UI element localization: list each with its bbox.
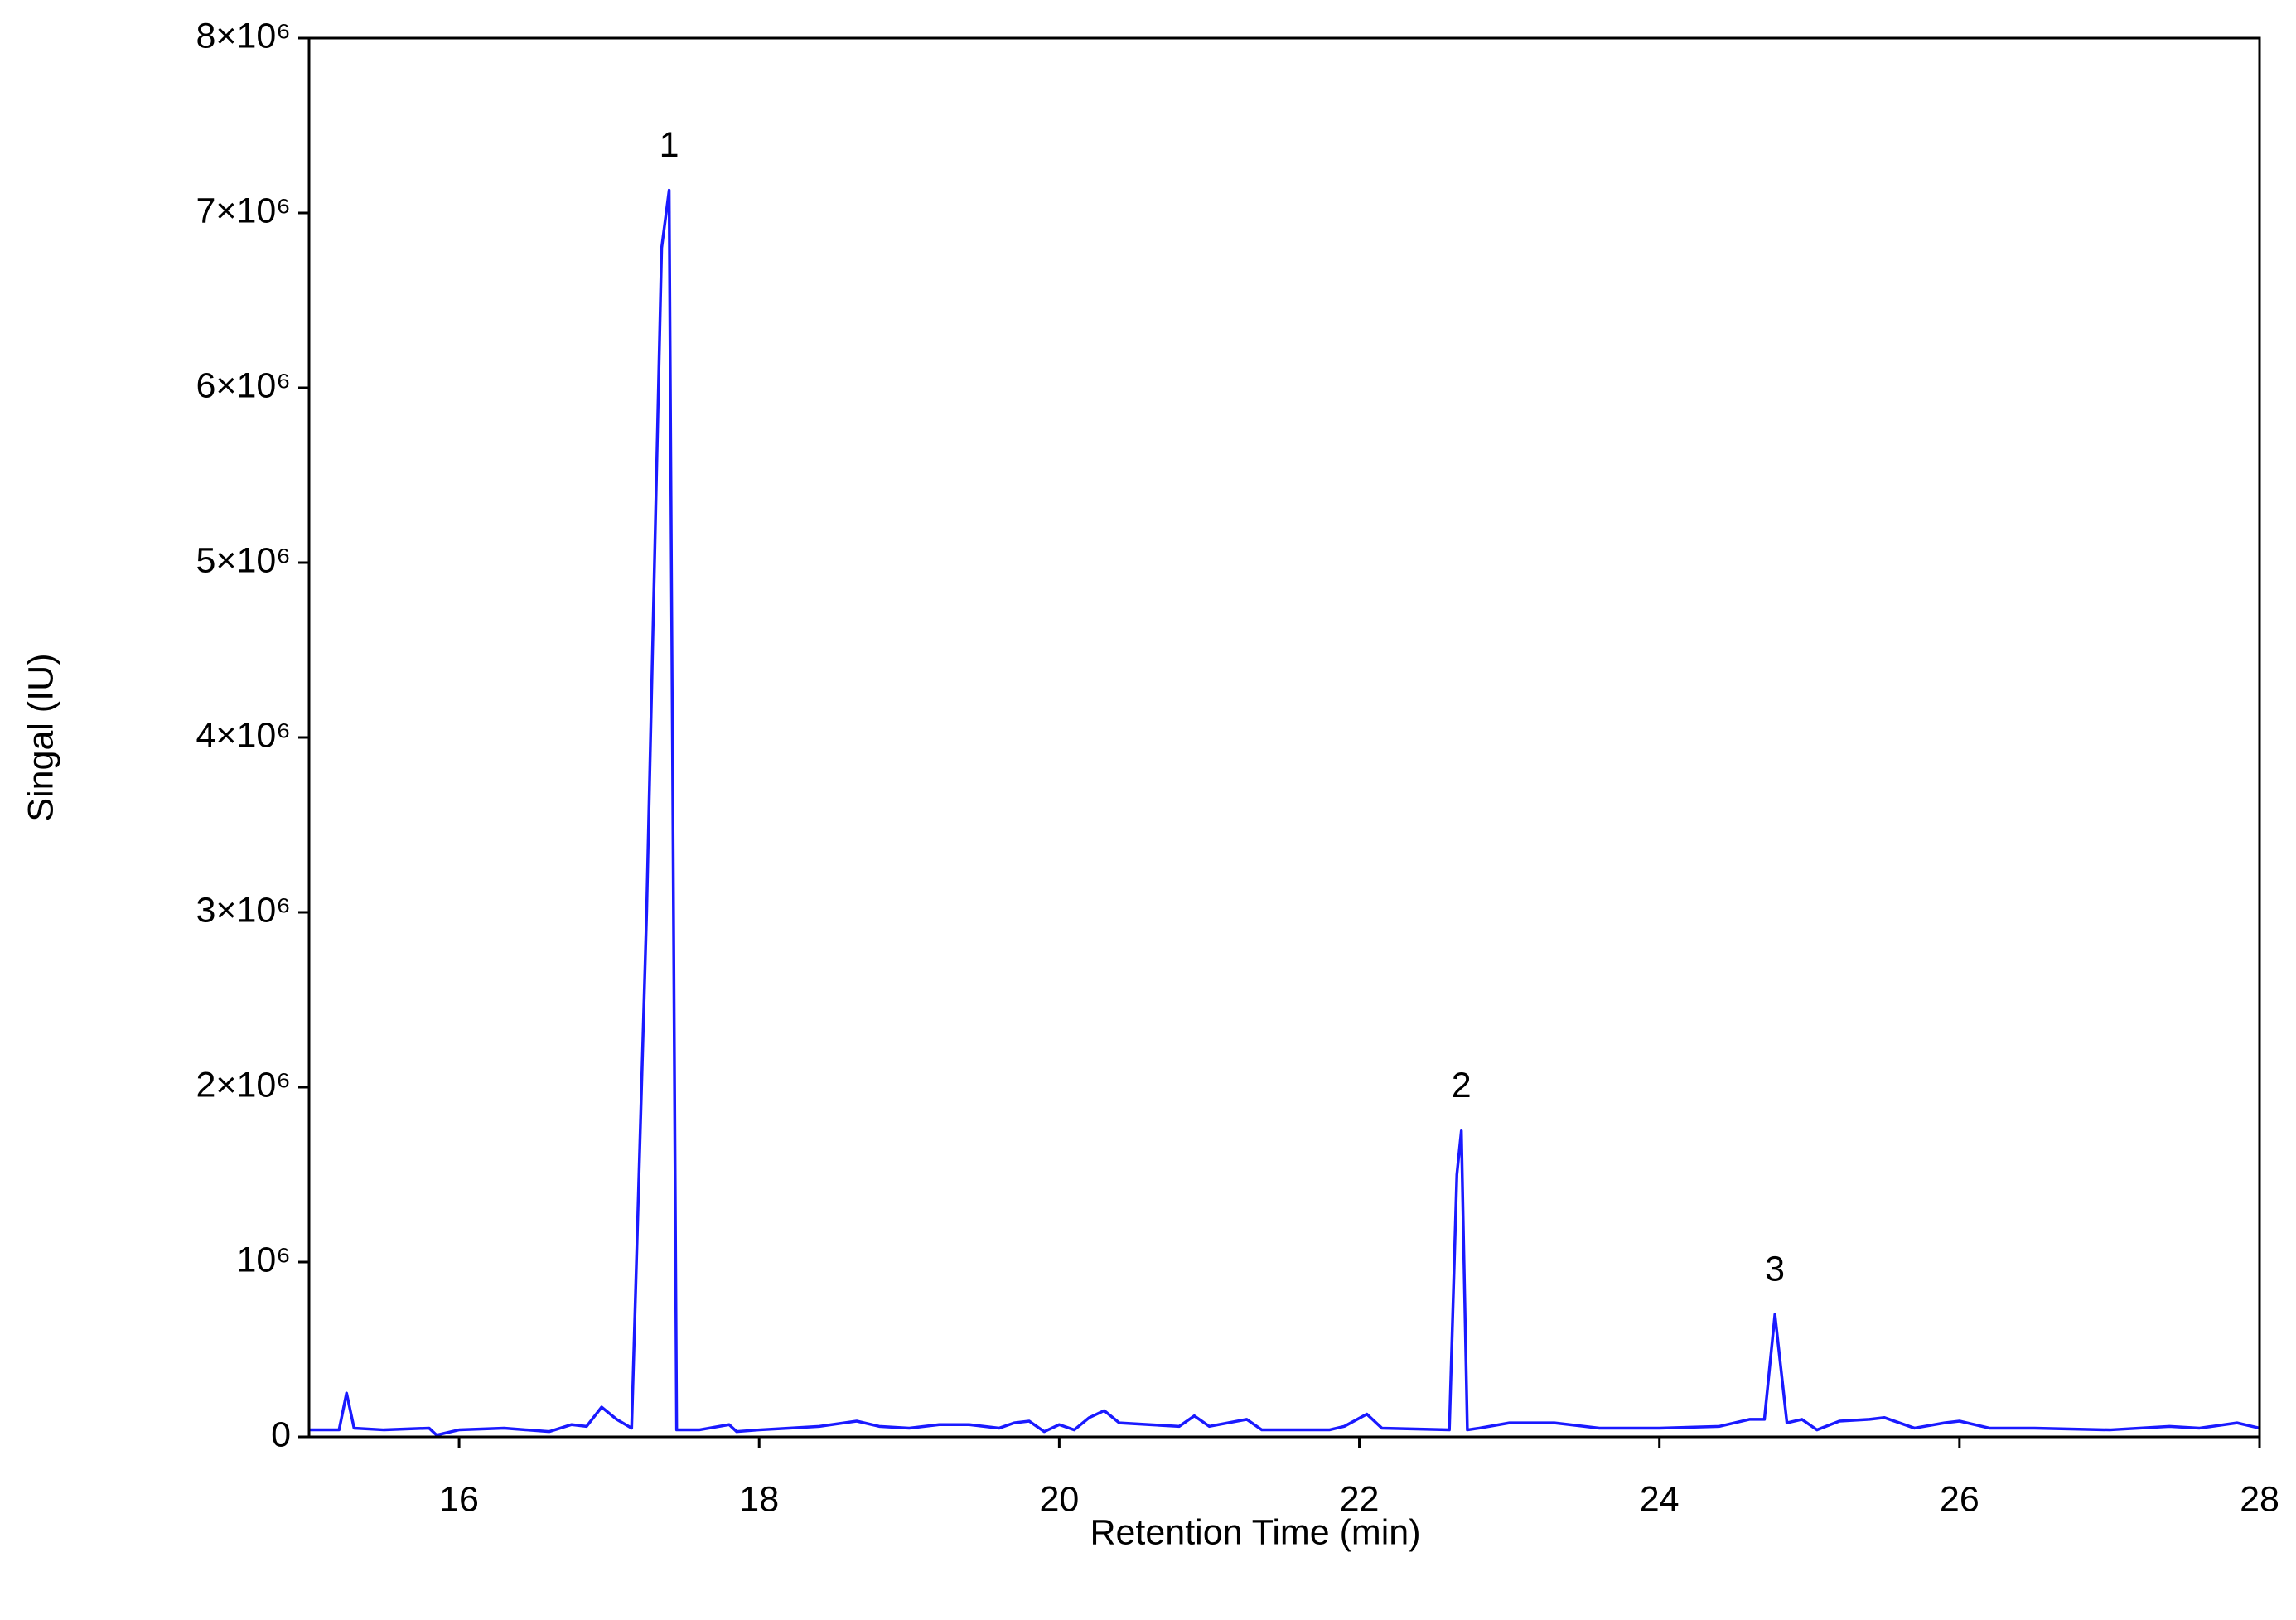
x-tick-label: 22: [1340, 1479, 1380, 1519]
y-tick-label: 0: [271, 1414, 291, 1454]
y-tick-label: 7×10⁶: [196, 191, 291, 230]
y-tick-label: 2×10⁶: [196, 1065, 291, 1105]
x-tick-label: 20: [1039, 1479, 1079, 1519]
peak-label: 2: [1452, 1066, 1472, 1105]
signal-line: [309, 188, 2260, 1437]
y-tick-label: 6×10⁶: [196, 365, 291, 405]
peak-label: 1: [660, 125, 679, 165]
x-axis-title: Retention Time (min): [1090, 1512, 1420, 1552]
y-axis-title: Singal (IU): [21, 653, 60, 821]
y-tick-label: 8×10⁶: [196, 16, 291, 56]
y-tick-label: 5×10⁶: [196, 540, 291, 580]
x-tick-label: 26: [1940, 1479, 1979, 1519]
x-tick-label: 16: [439, 1479, 479, 1519]
x-tick-label: 18: [739, 1479, 779, 1519]
plot-frame: [307, 36, 2261, 1439]
y-tick-label: 10⁶: [236, 1240, 291, 1279]
x-tick-label: 28: [2240, 1479, 2279, 1519]
peak-label: 3: [1765, 1250, 1785, 1289]
y-tick-label: 4×10⁶: [196, 715, 291, 755]
y-tick-label: 3×10⁶: [196, 890, 291, 930]
x-tick-label: 24: [1640, 1479, 1680, 1519]
